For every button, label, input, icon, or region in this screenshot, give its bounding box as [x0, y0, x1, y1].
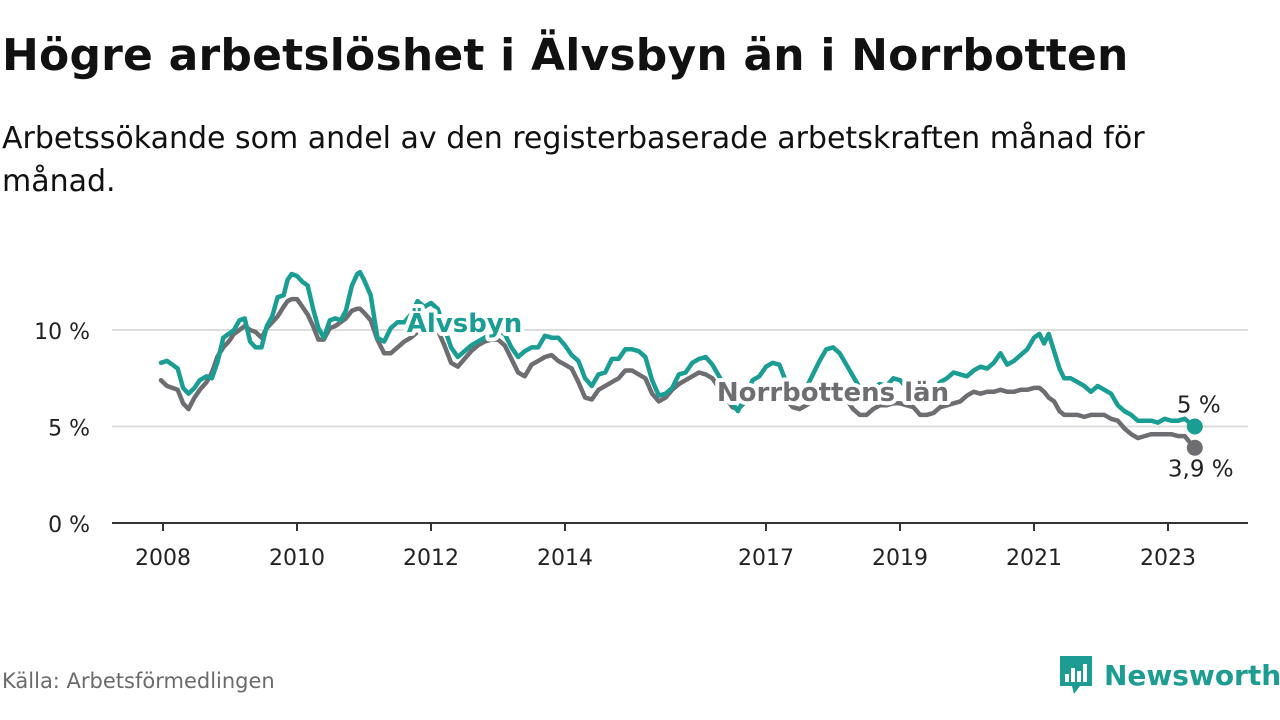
- x-tick-label: 2019: [872, 546, 928, 571]
- series-label-alvsbyn: Älvsbyn: [407, 307, 523, 339]
- x-tick-label: 2008: [135, 546, 191, 571]
- x-tick-label: 2023: [1140, 546, 1196, 571]
- end-value-label-norrbotten: 3,9 %: [1168, 457, 1234, 483]
- source-note: Källa: Arbetsförmedlingen: [2, 669, 275, 693]
- x-tick-label: 2014: [537, 546, 593, 571]
- y-tick-label: 5 %: [48, 417, 90, 442]
- y-tick-labels: 0 % 5 % 10 %: [34, 320, 90, 538]
- gridlines: [112, 329, 1248, 428]
- series-line-alvsbyn: [158, 269, 1198, 429]
- brand-logo[interactable]: Newsworthy: [1058, 654, 1280, 696]
- series-line-norrbotten: [158, 296, 1198, 450]
- series-label-norrbotten-halo: Norrbottens län: [717, 378, 949, 408]
- y-tick-label: 0 %: [48, 513, 90, 538]
- series-label-alvsbyn-halo: Älvsbyn: [407, 307, 523, 339]
- brand-name: Newsworthy: [1104, 658, 1280, 692]
- end-value-label-alvsbyn: 5 %: [1177, 393, 1221, 419]
- x-axis: 2008 2010 2012 2014 2017 2019 2021 2023: [112, 522, 1248, 571]
- x-tick-label: 2021: [1006, 546, 1062, 571]
- end-markers: 5 % 3,9 %: [1168, 393, 1234, 483]
- series-lines: [158, 269, 1198, 450]
- end-marker-alvsbyn: [1186, 418, 1203, 435]
- series-label-norrbotten: Norrbottens län: [717, 378, 949, 408]
- x-tick-label: 2012: [403, 546, 459, 571]
- y-tick-label: 10 %: [34, 320, 90, 345]
- newsworthy-chart-icon: [1060, 656, 1092, 694]
- chart-subtitle: Arbetssökande som andel av den registerb…: [2, 121, 1145, 199]
- chart-title: Högre arbetslöshet i Älvsbyn än i Norrbo…: [2, 30, 1129, 81]
- x-tick-label: 2010: [269, 546, 325, 571]
- line-chart: 0 %5 %10 % 2008 2010 2012 2014 2017 2019 2021 2…: [34, 269, 1248, 571]
- end-marker-norrbotten: [1186, 439, 1203, 456]
- x-tick-label: 2017: [738, 546, 794, 571]
